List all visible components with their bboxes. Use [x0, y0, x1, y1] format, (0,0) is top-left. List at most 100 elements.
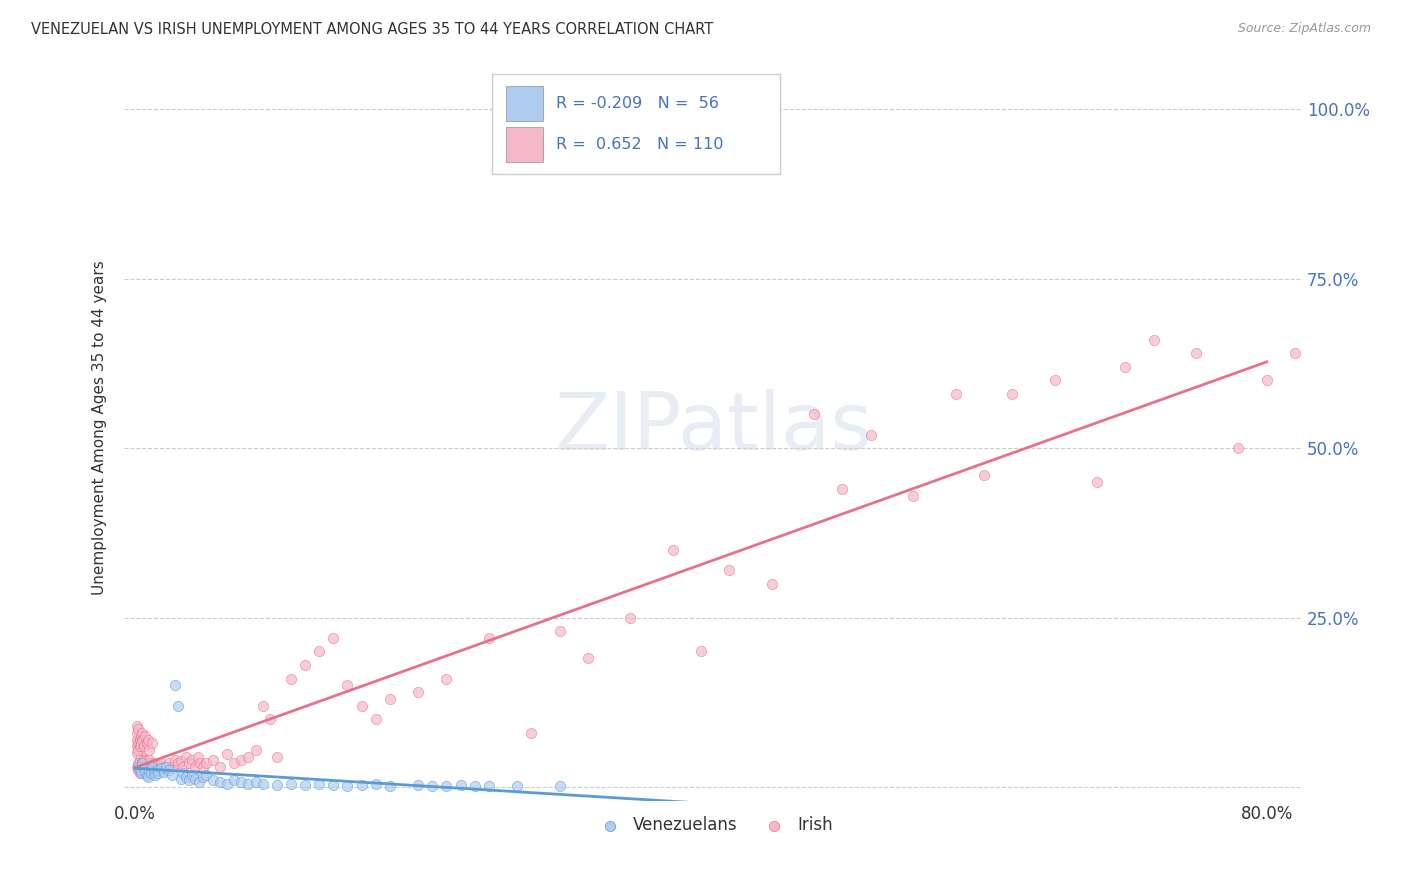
- FancyBboxPatch shape: [506, 127, 543, 162]
- Point: [163, 678, 186, 692]
- Point: [406, 685, 429, 699]
- Point: [132, 739, 155, 754]
- Point: [1043, 373, 1066, 387]
- Point: [128, 753, 150, 767]
- Point: [163, 753, 186, 767]
- Point: [157, 763, 180, 777]
- Text: VENEZUELAN VS IRISH UNEMPLOYMENT AMONG AGES 35 TO 44 YEARS CORRELATION CHART: VENEZUELAN VS IRISH UNEMPLOYMENT AMONG A…: [31, 22, 713, 37]
- Point: [231, 753, 253, 767]
- Point: [127, 763, 149, 777]
- Point: [132, 759, 155, 773]
- Point: [1142, 333, 1164, 347]
- Point: [160, 768, 183, 782]
- Point: [280, 672, 302, 686]
- Point: [141, 759, 163, 773]
- Point: [661, 542, 683, 557]
- Point: [134, 763, 156, 777]
- Point: [143, 768, 166, 782]
- Point: [280, 776, 302, 790]
- Text: R = -0.209   N =  56: R = -0.209 N = 56: [557, 96, 720, 112]
- Point: [690, 644, 713, 658]
- Point: [1114, 359, 1136, 374]
- Point: [209, 774, 232, 789]
- Point: [125, 739, 148, 754]
- Point: [1085, 475, 1108, 489]
- Point: [131, 732, 153, 747]
- Point: [464, 779, 486, 793]
- Point: [141, 759, 163, 773]
- Point: [143, 765, 166, 780]
- Point: [186, 749, 208, 764]
- Text: Source: ZipAtlas.com: Source: ZipAtlas.com: [1237, 22, 1371, 36]
- Point: [129, 729, 152, 743]
- Text: R =  0.652   N = 110: R = 0.652 N = 110: [557, 137, 724, 153]
- Point: [129, 736, 152, 750]
- Point: [252, 698, 274, 713]
- Point: [238, 749, 260, 764]
- Point: [125, 726, 148, 740]
- Point: [125, 719, 148, 733]
- Point: [450, 778, 472, 792]
- Point: [193, 759, 215, 773]
- Point: [252, 776, 274, 790]
- Point: [1001, 387, 1024, 401]
- Point: [146, 766, 169, 780]
- Point: [142, 756, 165, 771]
- Point: [1398, 319, 1406, 334]
- Point: [180, 768, 202, 782]
- Point: [127, 742, 149, 756]
- Point: [172, 759, 194, 773]
- Point: [135, 766, 157, 780]
- Point: [135, 736, 157, 750]
- Point: [308, 777, 330, 791]
- Point: [127, 756, 149, 771]
- Point: [619, 610, 641, 624]
- Point: [336, 678, 359, 692]
- Point: [245, 774, 267, 789]
- Point: [174, 770, 197, 784]
- Point: [1227, 441, 1250, 455]
- Point: [188, 774, 211, 789]
- Point: [146, 758, 169, 772]
- Point: [217, 747, 239, 762]
- Point: [350, 778, 373, 792]
- Point: [129, 766, 152, 780]
- FancyBboxPatch shape: [506, 86, 543, 121]
- Point: [136, 732, 159, 747]
- Point: [1284, 346, 1306, 360]
- Point: [148, 763, 170, 777]
- Legend: Venezuelans, Irish: Venezuelans, Irish: [586, 809, 839, 840]
- Point: [761, 576, 783, 591]
- Point: [831, 482, 853, 496]
- Point: [548, 624, 571, 639]
- Point: [132, 753, 155, 767]
- Point: [135, 759, 157, 773]
- Point: [217, 776, 239, 790]
- Point: [224, 773, 246, 788]
- Point: [166, 756, 188, 771]
- Point: [231, 774, 253, 789]
- Point: [1326, 367, 1348, 381]
- Point: [336, 779, 359, 793]
- Point: [803, 407, 825, 421]
- Point: [145, 761, 167, 775]
- Point: [125, 759, 148, 773]
- Point: [152, 765, 174, 780]
- Point: [139, 766, 162, 780]
- Point: [136, 763, 159, 777]
- Point: [139, 763, 162, 777]
- Point: [134, 765, 156, 780]
- Point: [155, 759, 177, 773]
- Point: [202, 773, 225, 788]
- Point: [127, 759, 149, 773]
- Point: [478, 779, 501, 793]
- Point: [245, 742, 267, 756]
- Point: [266, 749, 288, 764]
- Point: [548, 780, 571, 794]
- Point: [973, 468, 995, 483]
- Point: [166, 698, 188, 713]
- Point: [128, 739, 150, 754]
- Point: [131, 756, 153, 771]
- Point: [125, 746, 148, 760]
- Point: [901, 489, 924, 503]
